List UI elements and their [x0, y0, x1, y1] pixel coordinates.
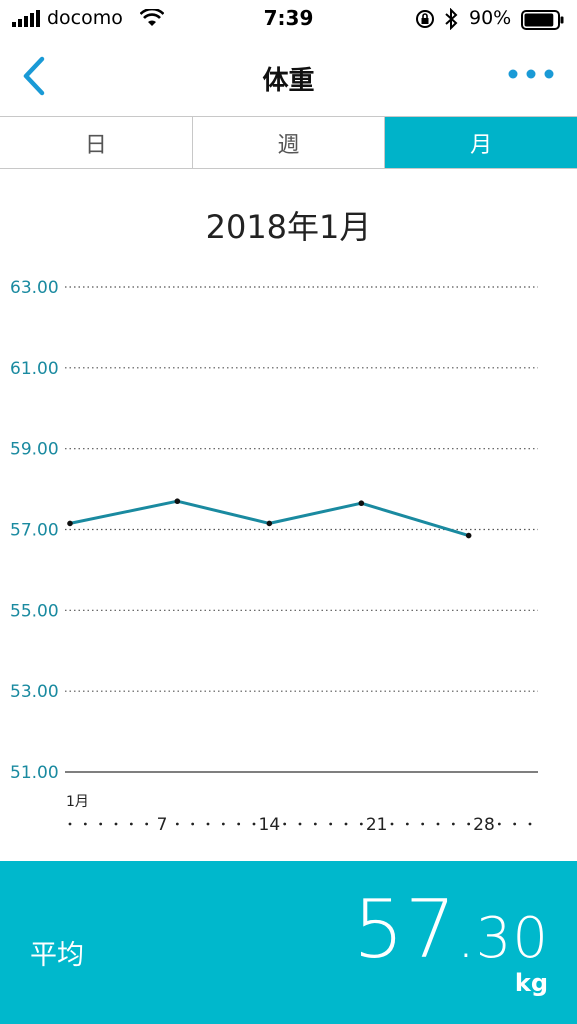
series-line [69, 499, 470, 538]
x-day-dot [467, 822, 471, 826]
x-day-dot [359, 822, 363, 826]
more-dots-icon [508, 69, 554, 79]
x-day-dot [145, 822, 149, 826]
chevron-left-icon [23, 56, 45, 96]
y-tick-label: 51.00 [10, 763, 59, 783]
average-label: 平均 [30, 940, 84, 971]
x-day-dot [344, 822, 348, 826]
data-point [358, 500, 365, 507]
x-day-dot [114, 822, 118, 826]
period-tabs: 日 週 月 [0, 116, 577, 169]
average-value-integer: 57 [353, 883, 457, 976]
y-tick-label: 53.00 [10, 682, 59, 702]
x-tick-label: 28 [473, 815, 495, 835]
x-day-dot [237, 822, 241, 826]
y-tick-label: 61.00 [10, 359, 59, 379]
tab-month[interactable]: 月 [385, 117, 577, 168]
x-day-dot [283, 822, 287, 826]
weight-line-chart: 63.00 61.00 59.00 57.00 55.00 53.00 51.00 1月 7 14… [10, 278, 538, 835]
rotation-lock-icon [416, 10, 434, 28]
bluetooth-icon [445, 8, 458, 30]
x-day-dot [191, 822, 195, 826]
chart-period-title: 2018年1月 [205, 208, 372, 246]
x-day-dot [129, 822, 133, 826]
signal-icon [12, 10, 40, 27]
x-tick-label: 7 [157, 815, 168, 835]
average-panel: 平均 57.30 kg [0, 861, 577, 1024]
x-day-dot [175, 822, 179, 826]
x-day-dot [405, 822, 409, 826]
battery-icon [521, 10, 564, 30]
data-point [465, 532, 472, 539]
x-day-dot [451, 822, 455, 826]
x-day-dot [99, 822, 103, 826]
more-button[interactable] [505, 64, 557, 84]
x-tick-label: 21 [366, 815, 388, 835]
y-tick-label: 57.00 [10, 521, 59, 541]
data-point [67, 520, 73, 527]
battery-percent: 90% [469, 7, 512, 29]
x-day-dot [221, 822, 225, 826]
x-day-dot [497, 822, 501, 826]
y-tick-label: 63.00 [10, 278, 59, 298]
tab-day[interactable]: 日 [0, 117, 193, 168]
y-tick-label: 55.00 [10, 601, 59, 621]
y-tick-label: 59.00 [10, 440, 59, 460]
average-value: 57.30 [353, 883, 549, 976]
wifi-icon [140, 9, 164, 26]
average-unit: kg [514, 969, 548, 997]
tab-week[interactable]: 週 [192, 117, 386, 168]
x-day-dot [528, 822, 532, 826]
nav-bar: 体重 [0, 38, 577, 116]
back-button[interactable] [18, 54, 52, 98]
page-title: 体重 [262, 66, 315, 96]
average-value-decimal: .30 [456, 906, 549, 971]
x-day-dot [436, 822, 440, 826]
x-day-dot [68, 822, 72, 826]
data-point [174, 498, 181, 505]
status-bar: docomo 7:39 90% [0, 0, 577, 38]
carrier-name: docomo [47, 7, 123, 29]
x-day-dot [298, 822, 302, 826]
x-day-dot [83, 822, 87, 826]
x-day-dot [421, 822, 425, 826]
x-day-dot [329, 822, 333, 826]
x-day-dot [252, 822, 256, 826]
x-day-dot [206, 822, 210, 826]
x-month-label: 1月 [66, 794, 89, 810]
x-day-dot [390, 822, 394, 826]
data-point [266, 520, 273, 527]
status-time: 7:39 [263, 6, 314, 30]
x-day-dot [513, 822, 517, 826]
x-tick-label: 14 [259, 815, 281, 835]
x-day-dot [313, 822, 317, 826]
